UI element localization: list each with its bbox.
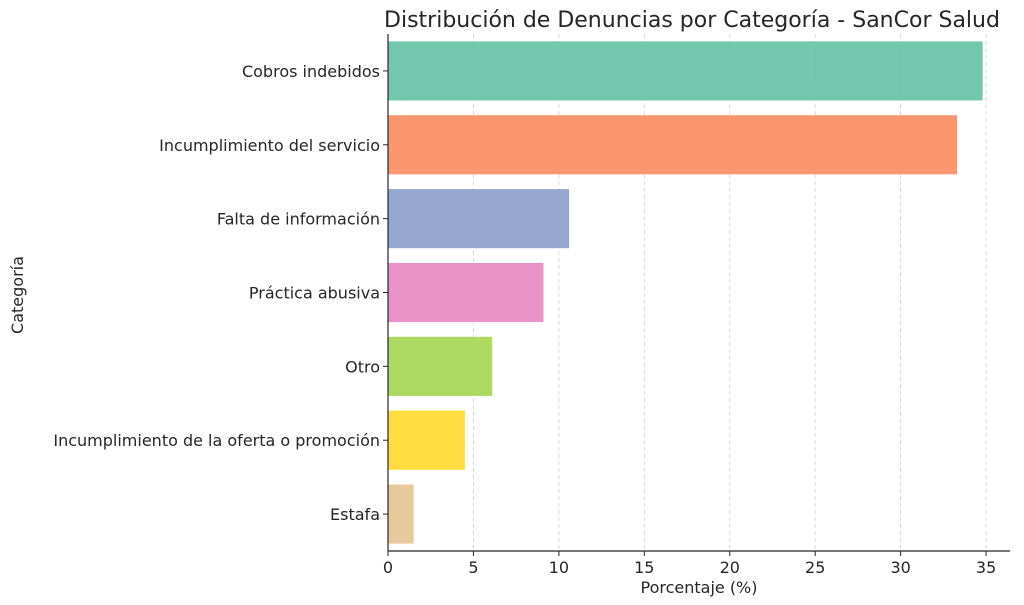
bar bbox=[388, 115, 958, 175]
y-axis-label: Categoría bbox=[8, 256, 27, 334]
x-tick-label: 35 bbox=[976, 558, 996, 577]
x-tick-label: 25 bbox=[805, 558, 825, 577]
y-tick-label: Práctica abusiva bbox=[249, 284, 380, 303]
x-tick-label: 15 bbox=[634, 558, 654, 577]
y-tick-label: Falta de información bbox=[217, 210, 380, 229]
x-tick-label: 0 bbox=[383, 558, 393, 577]
bar bbox=[388, 41, 983, 101]
x-tick-label: 30 bbox=[890, 558, 910, 577]
bars bbox=[388, 41, 983, 544]
x-tick-label: 10 bbox=[549, 558, 569, 577]
y-tick-label: Cobros indebidos bbox=[242, 62, 380, 81]
y-tick-label: Incumplimiento del servicio bbox=[159, 136, 380, 155]
bar bbox=[388, 336, 493, 396]
bar bbox=[388, 262, 544, 323]
x-tick-label: 20 bbox=[720, 558, 740, 577]
chart-title: Distribución de Denuncias por Categoría … bbox=[384, 8, 1000, 33]
x-tick-label: 5 bbox=[468, 558, 478, 577]
bar bbox=[388, 189, 570, 249]
tick-labels: Cobros indebidos Incumplimiento del servi… bbox=[53, 62, 996, 577]
x-axis-label: Porcentaje (%) bbox=[640, 578, 757, 597]
y-tick-label: Otro bbox=[345, 357, 380, 376]
bar bbox=[388, 484, 414, 544]
bar bbox=[388, 410, 465, 470]
y-tick-label: Incumplimiento de la oferta o promoción bbox=[53, 431, 380, 450]
y-tick-label: Estafa bbox=[330, 505, 380, 524]
axes bbox=[383, 34, 1010, 556]
